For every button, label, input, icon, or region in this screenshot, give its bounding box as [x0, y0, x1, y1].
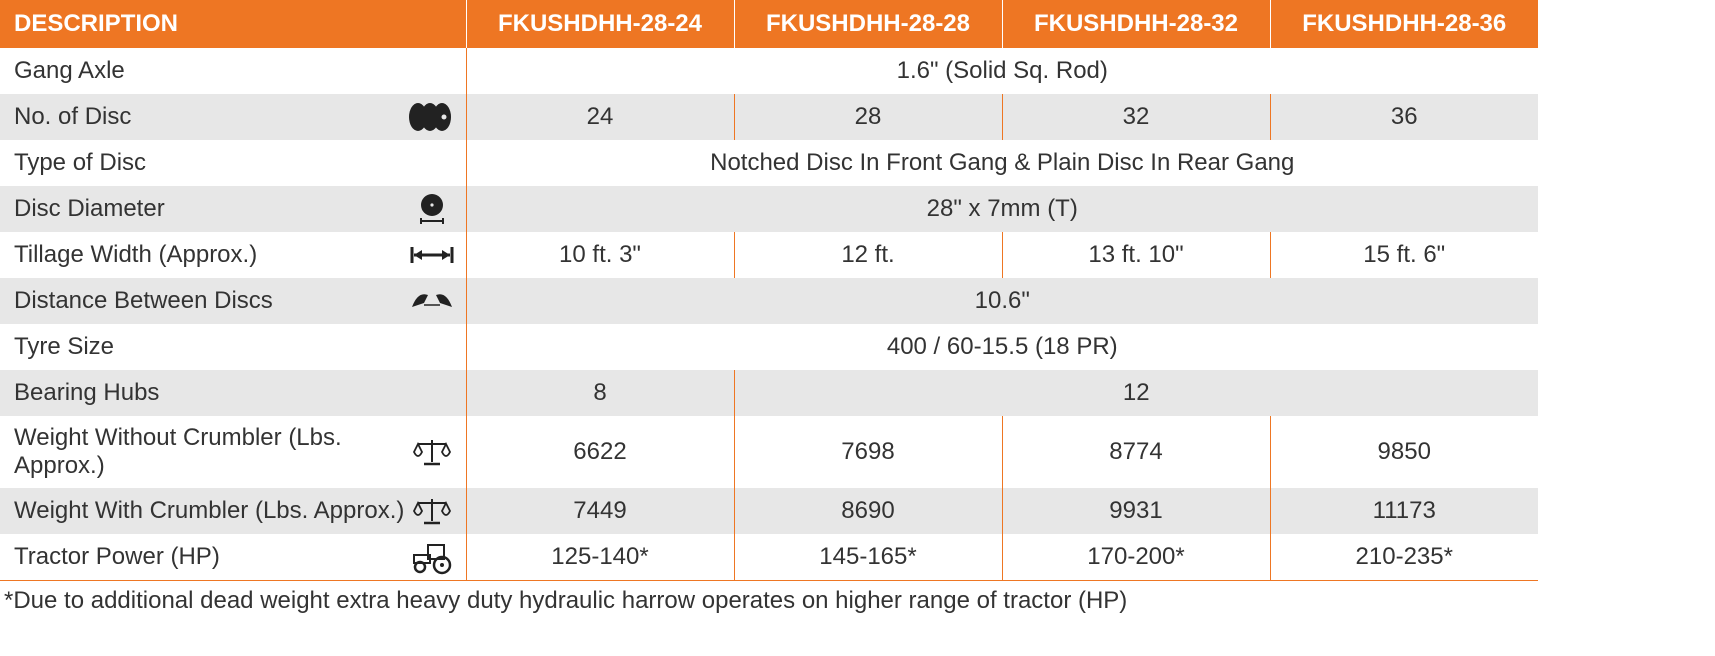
row-label-text: Type of Disc [14, 149, 146, 176]
row-label: No. of Disc [0, 94, 466, 140]
width-icon [408, 237, 456, 273]
cell-value: 8774 [1002, 416, 1270, 488]
cell-value: 9931 [1002, 488, 1270, 534]
footnote-text: *Due to additional dead weight extra hea… [0, 581, 1715, 615]
header-row: DESCRIPTION FKUSHDHH-28-24 FKUSHDHH-28-2… [0, 0, 1538, 48]
row-label-text: Bearing Hubs [14, 379, 159, 406]
table-row: Distance Between Discs 10.6" [0, 278, 1538, 324]
header-model-1: FKUSHDHH-28-28 [734, 0, 1002, 48]
row-label: Weight With Crumbler (Lbs. Approx.) [0, 488, 466, 534]
cell-value: 170-200* [1002, 534, 1270, 580]
tractor-icon [408, 539, 456, 575]
row-label: Gang Axle [0, 48, 466, 94]
row-label-text: No. of Disc [14, 103, 131, 130]
cell-value: 12 [734, 370, 1538, 416]
scale-icon [408, 434, 456, 470]
cell-value: 6622 [466, 416, 734, 488]
cell-value: 125-140* [466, 534, 734, 580]
cell-value: 28" x 7mm (T) [466, 186, 1538, 232]
spec-table-body: Gang Axle1.6" (Solid Sq. Rod)No. of Disc… [0, 48, 1538, 580]
table-row: No. of Disc 24283236 [0, 94, 1538, 140]
table-row: Tyre Size 400 / 60-15.5 (18 PR) [0, 324, 1538, 370]
row-label-text: Gang Axle [14, 57, 125, 84]
spec-table: DESCRIPTION FKUSHDHH-28-24 FKUSHDHH-28-2… [0, 0, 1538, 581]
row-label-text: Weight With Crumbler (Lbs. Approx.) [14, 497, 404, 524]
header-description: DESCRIPTION [0, 0, 466, 48]
table-row: Weight Without Crumbler (Lbs. Approx.) 66… [0, 416, 1538, 488]
cell-value: 28 [734, 94, 1002, 140]
row-label: Weight Without Crumbler (Lbs. Approx.) [0, 416, 466, 488]
row-label: Type of Disc [0, 140, 466, 186]
table-row: Tractor Power (HP) 125-140*145-165*170-20… [0, 534, 1538, 580]
row-label-text: Tyre Size [14, 333, 114, 360]
cell-value: 8 [466, 370, 734, 416]
diameter-icon [408, 191, 456, 227]
table-row: Gang Axle 1.6" (Solid Sq. Rod) [0, 48, 1538, 94]
row-label: Bearing Hubs [0, 370, 466, 416]
cell-value: Notched Disc In Front Gang & Plain Disc … [466, 140, 1538, 186]
table-row: Disc Diameter 28" x 7mm (T) [0, 186, 1538, 232]
cell-value: 13 ft. 10" [1002, 232, 1270, 278]
distance-icon [408, 283, 456, 319]
row-label: Tractor Power (HP) [0, 534, 466, 580]
cell-value: 9850 [1270, 416, 1538, 488]
cell-value: 36 [1270, 94, 1538, 140]
cell-value: 24 [466, 94, 734, 140]
row-label-text: Distance Between Discs [14, 287, 273, 314]
row-label: Distance Between Discs [0, 278, 466, 324]
row-label-text: Tractor Power (HP) [14, 543, 220, 570]
row-label-text: Disc Diameter [14, 195, 165, 222]
table-row: Bearing Hubs 812 [0, 370, 1538, 416]
row-label: Tyre Size [0, 324, 466, 370]
cell-value: 1.6" (Solid Sq. Rod) [466, 48, 1538, 94]
cell-value: 15 ft. 6" [1270, 232, 1538, 278]
cell-value: 32 [1002, 94, 1270, 140]
cell-value: 10 ft. 3" [466, 232, 734, 278]
cell-value: 210-235* [1270, 534, 1538, 580]
cell-value: 7449 [466, 488, 734, 534]
header-model-2: FKUSHDHH-28-32 [1002, 0, 1270, 48]
scale-icon [408, 493, 456, 529]
header-model-3: FKUSHDHH-28-36 [1270, 0, 1538, 48]
row-label-text: Tillage Width (Approx.) [14, 241, 257, 268]
cell-value: 7698 [734, 416, 1002, 488]
table-row: Tillage Width (Approx.) 10 ft. 3"12 ft.13… [0, 232, 1538, 278]
row-label: Tillage Width (Approx.) [0, 232, 466, 278]
cell-value: 11173 [1270, 488, 1538, 534]
discs-icon [408, 99, 456, 135]
cell-value: 10.6" [466, 278, 1538, 324]
table-row: Weight With Crumbler (Lbs. Approx.) 74498… [0, 488, 1538, 534]
cell-value: 400 / 60-15.5 (18 PR) [466, 324, 1538, 370]
row-label-text: Weight Without Crumbler (Lbs. Approx.) [14, 424, 342, 479]
row-label: Disc Diameter [0, 186, 466, 232]
cell-value: 12 ft. [734, 232, 1002, 278]
header-model-0: FKUSHDHH-28-24 [466, 0, 734, 48]
cell-value: 8690 [734, 488, 1002, 534]
cell-value: 145-165* [734, 534, 1002, 580]
table-row: Type of Disc Notched Disc In Front Gang &… [0, 140, 1538, 186]
